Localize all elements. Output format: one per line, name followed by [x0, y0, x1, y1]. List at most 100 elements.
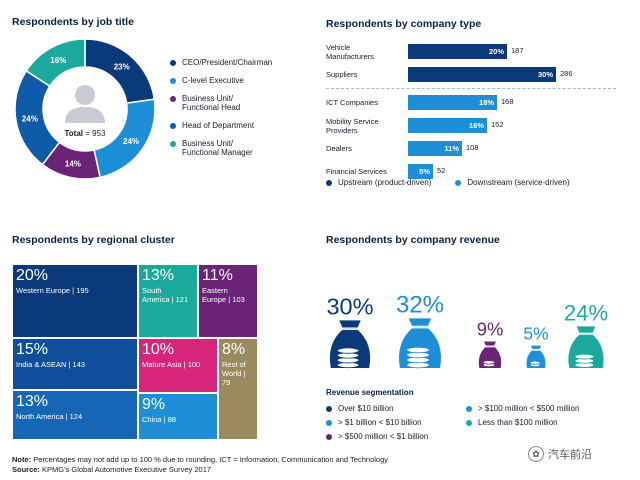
money-bag	[568, 326, 604, 368]
donut-slice-label: 24%	[123, 137, 139, 146]
treemap-cell-label: Rest of World | 79	[222, 360, 246, 387]
bar-count: 168	[501, 97, 514, 106]
treemap-cell-label: North America | 124	[16, 412, 83, 421]
legend-dot	[170, 123, 176, 129]
bar: 18%	[408, 95, 497, 110]
footer-note: Note: Percentages may not add up to 100 …	[12, 455, 388, 475]
legend-item: > $100 million < $500 million	[466, 404, 606, 413]
legend-dot	[170, 96, 176, 102]
regional-heading: Respondents by regional cluster	[12, 234, 175, 246]
bag-pct-label: 32%	[396, 291, 444, 318]
bar-row: Mobility Service Providers 16% 152	[326, 114, 626, 137]
legend-label: CEO/President/Chairman	[182, 58, 273, 67]
legend-label: C-level Executive	[182, 76, 244, 85]
legend-item: Less than $100 million	[466, 418, 606, 427]
legend-label: Head of Department	[182, 121, 255, 130]
legend-dot	[326, 419, 332, 426]
bar-category-label: Dealers	[326, 144, 352, 153]
revenue-legend: Over $10 billion > $100 million < $500 mi…	[326, 404, 606, 441]
legend-item: Downstream (service-driven)	[455, 178, 570, 187]
revenue-heading: Respondents by company revenue	[326, 234, 500, 246]
legend-item: CEO/President/Chairman	[170, 58, 310, 67]
treemap-cell-pct: 11%	[202, 267, 233, 284]
bar-category-label: Financial Services	[326, 167, 387, 176]
legend-label: Business Unit/ Functional Manager	[182, 139, 253, 157]
company-type-bars: Vehicle Manufacturers 20% 187 Suppliers 30% 2…	[326, 40, 626, 183]
treemap-cell-pct: 20%	[16, 267, 49, 284]
donut-slice-label: 24%	[22, 115, 38, 124]
regional-treemap: 20% Western Europe | 195 13% South America …	[12, 264, 258, 440]
treemap-cell-label: China | 88	[142, 415, 177, 424]
treemap-cell-label: India & ASEAN | 143	[16, 360, 86, 369]
legend-dot	[455, 179, 462, 186]
legend-item: Head of Department	[170, 121, 310, 130]
treemap-cell: 20% Western Europe | 195	[12, 264, 138, 338]
treemap-cell-pct: 8%	[222, 341, 246, 358]
treemap-cell: 13% South America | 121	[138, 264, 198, 338]
bar: 5%	[408, 164, 433, 179]
legend-label: > $500 million < $1 billion	[338, 432, 429, 441]
bar-row: Financial Services 5% 52	[326, 160, 626, 183]
treemap-cell: 8% Rest of World | 79	[218, 338, 258, 440]
legend-dot	[326, 405, 332, 412]
money-bag	[398, 318, 442, 369]
bag-pct-label: 30%	[326, 293, 373, 319]
treemap-cell-pct: 9%	[142, 396, 166, 413]
treemap-cell-pct: 10%	[142, 341, 175, 358]
legend-item: Over $10 billion	[326, 404, 466, 413]
bar: 30%	[408, 67, 556, 82]
legend-dot	[466, 419, 472, 426]
treemap-cell: 11% Eastern Europe | 103	[198, 264, 258, 338]
donut-slice-label: 14%	[65, 160, 81, 169]
bar: 20%	[408, 44, 507, 59]
job-title-heading: Respondents by job title	[12, 16, 134, 28]
bar-category-label: Vehicle Manufacturers	[326, 42, 374, 61]
bag-pct-label: 9%	[477, 319, 504, 340]
note-text: Percentages may not add up to 100 % due …	[33, 455, 388, 464]
legend-dot	[326, 433, 332, 440]
treemap-cell-pct: 15%	[16, 341, 49, 358]
wechat-icon: ✿	[528, 446, 544, 462]
legend-dot	[170, 60, 176, 66]
legend-label: Business Unit/ Functional Head	[182, 94, 241, 112]
bar: 16%	[408, 118, 487, 133]
bar: 11%	[408, 141, 462, 156]
bar-count: 108	[466, 143, 479, 152]
treemap-cell-pct: 13%	[142, 267, 175, 284]
legend-item: C-level Executive	[170, 76, 310, 85]
bar-count: 187	[511, 46, 524, 55]
person-icon	[65, 85, 105, 123]
money-bag	[478, 341, 502, 368]
legend-item: Business Unit/ Functional Head	[170, 94, 310, 112]
bar-count: 52	[437, 166, 446, 175]
treemap-cell: 13% North America | 124	[12, 390, 138, 440]
donut-slice-label: 23%	[114, 63, 130, 72]
money-bag	[526, 345, 546, 368]
bar-row: Suppliers 30% 286	[326, 63, 626, 86]
legend-label: > $100 million < $500 million	[478, 404, 580, 413]
legend-item: Upstream (product-driven)	[326, 178, 431, 187]
watermark-text: 汽车前沿	[548, 449, 592, 461]
watermark: ✿ 汽车前沿	[528, 446, 592, 462]
treemap-cell-label: Eastern Europe | 103	[202, 286, 245, 304]
treemap-cell: 10% Mature Asia | 100	[138, 338, 218, 393]
legend-dot	[466, 405, 472, 412]
donut-slice	[25, 38, 86, 88]
treemap-cell-label: South America | 121	[142, 286, 189, 304]
company-type-legend: Upstream (product-driven) Downstream (ser…	[326, 178, 570, 187]
note-label: Note:	[12, 455, 32, 464]
job-title-legend: CEO/President/Chairman C-level Executive B…	[170, 58, 310, 166]
legend-label: > $1 billion < $10 billion	[338, 418, 422, 427]
legend-dot	[326, 179, 332, 186]
bar-category-label: Mobility Service Providers	[326, 116, 379, 135]
legend-label: Less than $100 million	[478, 418, 558, 427]
treemap-cell-label: Mature Asia | 100	[142, 360, 201, 369]
donut-total: Total = 953	[65, 129, 107, 138]
legend-item: > $500 million < $1 billion	[326, 432, 466, 441]
bar-row: Dealers 11% 108	[326, 137, 626, 160]
legend-dot	[170, 78, 176, 84]
legend-item: > $1 billion < $10 billion	[326, 418, 466, 427]
bag-pct-label: 24%	[564, 300, 608, 325]
revenue-segmentation-label: Revenue segmentation	[326, 388, 414, 397]
legend-item: Business Unit/ Functional Manager	[170, 139, 310, 157]
